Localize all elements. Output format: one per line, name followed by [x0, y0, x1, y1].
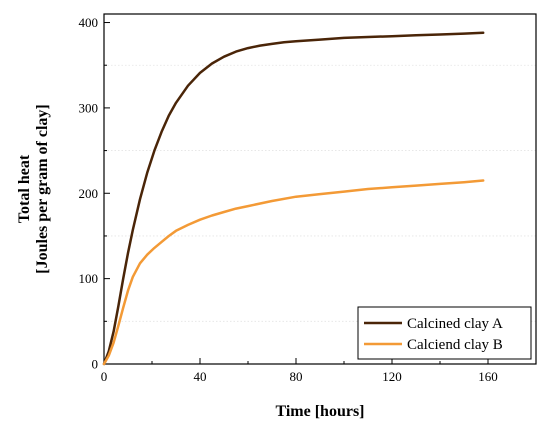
x-tick-label: 0 [101, 369, 108, 384]
y-tick-label: 100 [79, 271, 99, 286]
x-tick-label: 40 [194, 369, 207, 384]
y-axis-title-line2: [Joules per gram of clay] [34, 104, 51, 273]
y-axis-title-line1: Total heat [16, 154, 33, 223]
y-tick-label: 0 [92, 357, 99, 372]
x-tick-label: 160 [478, 369, 498, 384]
y-tick-label: 300 [79, 100, 99, 115]
series-line-0 [102, 31, 485, 366]
series-line-1 [102, 179, 485, 366]
legend-box [357, 306, 532, 360]
x-axis-title: Time [hours] [275, 403, 364, 420]
x-tick-label: 80 [290, 369, 303, 384]
legend-label-calciend-clay-b: Calciend clay B [407, 337, 503, 353]
legend-label-calcined-clay-a: Calcined clay A [407, 316, 503, 332]
y-tick-label: 400 [79, 15, 99, 30]
axis-ticks: 0 40 80 120 160 0 100 200 300 400 [79, 15, 498, 384]
series-group [102, 31, 485, 366]
y-tick-label: 200 [79, 186, 99, 201]
x-tick-label: 120 [382, 369, 402, 384]
legend: Calcined clay A Calciend clay B [357, 306, 532, 360]
plot-frame [103, 13, 537, 365]
